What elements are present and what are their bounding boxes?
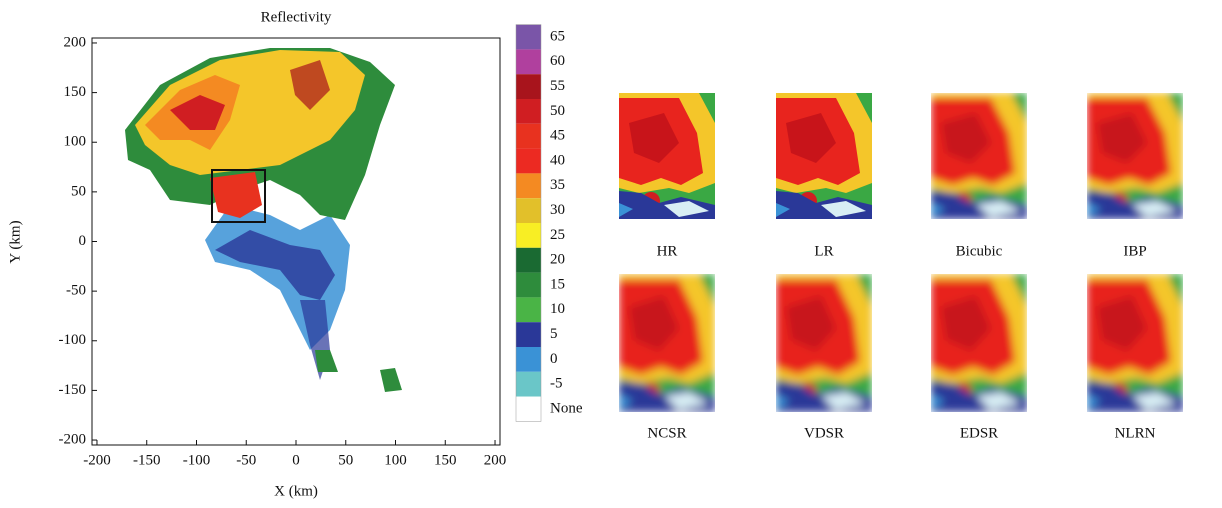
colorbar-swatch [516, 24, 541, 50]
panel-label: VDSR [804, 425, 844, 441]
colorbar-label: -5 [550, 376, 563, 392]
colorbar-swatch [516, 99, 541, 124]
x-tick-label: 150 [434, 452, 457, 468]
radar-map [125, 48, 402, 392]
y-tick-label: 200 [64, 34, 87, 50]
x-tick-label: 200 [484, 452, 507, 468]
colorbar-swatch [516, 198, 541, 223]
colorbar-swatch [516, 247, 541, 273]
colorbar-label: 20 [550, 252, 565, 268]
colorbar-swatch [516, 396, 541, 422]
y-tick-label: -100 [59, 332, 87, 348]
panel-label: LR [814, 243, 833, 259]
y-axis-label: Y (km) [7, 220, 23, 263]
panel-image [1087, 93, 1183, 219]
colorbar-label: 25 [550, 227, 565, 243]
panel-label: NLRN [1115, 425, 1156, 441]
colorbar-swatch [516, 272, 541, 298]
colorbar-label: 55 [550, 78, 565, 94]
colorbar-label: 35 [550, 177, 565, 193]
x-tick-label: 100 [384, 452, 407, 468]
x-axis-label: X (km) [274, 483, 318, 499]
sr-panel [619, 274, 715, 412]
colorbar-label: 45 [550, 128, 565, 144]
colorbar-swatch [516, 347, 541, 372]
x-tick-label: 0 [292, 452, 300, 468]
panel-image [619, 93, 715, 219]
panel-image [1087, 274, 1183, 412]
y-tick-label: 0 [79, 233, 87, 249]
sr-panel [619, 93, 715, 219]
y-tick-label: 150 [64, 84, 87, 100]
sr-panel [776, 93, 872, 219]
y-tick-label: 50 [71, 183, 86, 199]
y-tick-label: -150 [59, 382, 87, 398]
y-tick-label: -50 [66, 283, 86, 299]
x-tick-label: -50 [236, 452, 256, 468]
colorbar-swatch [516, 371, 541, 397]
panel-image [931, 93, 1027, 219]
panel-image [619, 274, 715, 412]
sr-panel [1087, 274, 1183, 412]
panel-label: HR [657, 243, 678, 259]
colorbar-swatch [516, 148, 541, 174]
x-tick-label: 50 [338, 452, 353, 468]
colorbar-label: None [550, 400, 583, 416]
colorbar-label: 40 [550, 152, 565, 168]
colorbar-swatch [516, 322, 541, 347]
colorbar-swatch [516, 123, 541, 149]
colorbar-label: 5 [550, 326, 558, 342]
colorbar-label: 30 [550, 202, 565, 218]
colorbar-swatch [516, 173, 541, 199]
panel-image [776, 274, 872, 412]
y-tick-label: -200 [59, 431, 87, 447]
panel-label: NCSR [647, 425, 686, 441]
colorbar-swatch [516, 49, 541, 75]
colorbar-label: 60 [550, 53, 565, 69]
colorbar-label: 0 [550, 351, 558, 367]
panel-label: IBP [1123, 243, 1146, 259]
x-tick-label: -200 [83, 452, 111, 468]
y-tick-label: 100 [64, 134, 87, 150]
colorbar-label: 50 [550, 103, 565, 119]
colorbar-label: 65 [550, 28, 565, 44]
sr-panel [1087, 93, 1183, 219]
colorbar-swatch [516, 223, 541, 248]
colorbar-swatch [516, 297, 541, 323]
sr-panel [931, 93, 1027, 219]
panel-label: EDSR [960, 425, 998, 441]
plot-title: Reflectivity [261, 9, 332, 25]
panel-image [931, 274, 1027, 412]
panel-label: Bicubic [956, 243, 1003, 259]
colorbar-label: 15 [550, 276, 565, 292]
colorbar-label: 10 [550, 301, 565, 317]
sr-panel [931, 274, 1027, 412]
colorbar-swatch [516, 74, 541, 99]
x-tick-label: -150 [133, 452, 161, 468]
sr-panel [776, 274, 872, 412]
colorbar-frame [515, 24, 542, 422]
panel-image [776, 93, 872, 219]
x-tick-label: -100 [183, 452, 211, 468]
